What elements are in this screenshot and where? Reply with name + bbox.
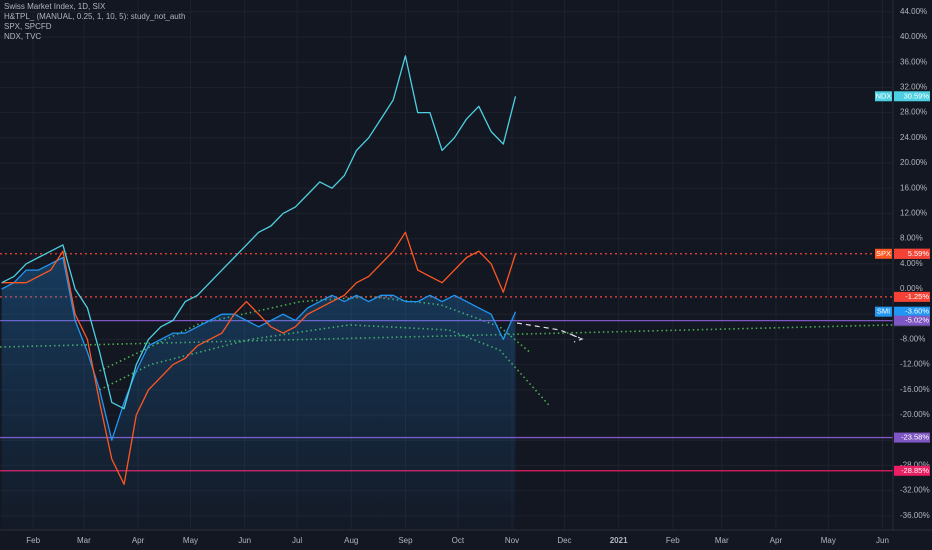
level-tag: -1.25% bbox=[905, 292, 929, 301]
y-tick-label: 20.00% bbox=[900, 158, 927, 167]
x-tick-label: Mar bbox=[77, 536, 91, 545]
level-tag: 5.59% bbox=[908, 249, 930, 258]
y-tick-label: 16.00% bbox=[900, 183, 927, 192]
price-tag: -3.60% bbox=[905, 307, 929, 316]
x-tick-label: May bbox=[821, 536, 836, 545]
level-tag-box bbox=[894, 291, 930, 302]
level-tag: -23.58% bbox=[901, 433, 929, 442]
price-tags: SMI-3.60%04:14:38SPX5.59%NDX30.59%5.59%-… bbox=[875, 91, 930, 476]
series-line bbox=[1, 231, 517, 485]
x-tick-label: Mar bbox=[715, 536, 729, 545]
y-tick-label: 28.00% bbox=[900, 108, 927, 117]
level-tag: -5.02% bbox=[905, 316, 929, 325]
name-tag-box bbox=[875, 248, 892, 259]
y-tick-label: 36.00% bbox=[900, 57, 927, 66]
x-tick-label: Jul bbox=[292, 536, 302, 545]
x-tick-label: Apr bbox=[132, 536, 145, 545]
level-tag-box bbox=[894, 432, 930, 443]
series-area bbox=[1, 257, 516, 530]
x-tick-label: Jun bbox=[876, 536, 889, 545]
x-tick-label: Apr bbox=[770, 536, 783, 545]
y-tick-label: -8.00% bbox=[900, 335, 925, 344]
axes: 44.00% 40.00% 36.00% 32.00% 28.00% 24.00% 20.0… bbox=[26, 7, 929, 545]
x-tick-label: Aug bbox=[344, 536, 358, 545]
level-tag-box bbox=[894, 248, 930, 259]
x-tick-label: Feb bbox=[26, 536, 40, 545]
legend-line: NDX, TVC bbox=[4, 32, 41, 41]
legend-line: H&TPL_ (MANUAL, 0.25, 1, 10, 5): study_n… bbox=[4, 12, 185, 21]
y-tick-label: 40.00% bbox=[900, 32, 927, 41]
level-tag-box bbox=[894, 315, 930, 326]
x-tick-label: Nov bbox=[505, 536, 519, 545]
y-tick-label: -20.00% bbox=[900, 410, 930, 419]
y-tick-label: -12.00% bbox=[900, 360, 930, 369]
y-tick-label: 0.00% bbox=[900, 284, 923, 293]
level-tag: -28.85% bbox=[901, 466, 929, 475]
y-tick-label: -28.00% bbox=[900, 461, 930, 470]
x-tick-label: Dec bbox=[557, 536, 571, 545]
y-tick-label: -36.00% bbox=[900, 511, 930, 520]
x-tick-label: Sep bbox=[398, 536, 413, 545]
x-tick-label: Jun bbox=[238, 536, 251, 545]
x-tick-label: May bbox=[183, 536, 198, 545]
y-tick-label: 4.00% bbox=[900, 259, 923, 268]
y-tick-label: 32.00% bbox=[900, 82, 927, 91]
y-tick-label: 44.00% bbox=[900, 7, 927, 16]
x-tick-label: Oct bbox=[452, 536, 465, 545]
series-line bbox=[1, 256, 517, 441]
x-tick-label: 2021 bbox=[610, 536, 628, 545]
price-tag: 30.59% bbox=[904, 91, 930, 100]
name-tag-box bbox=[875, 91, 892, 102]
projection-arrow bbox=[516, 322, 584, 343]
y-tick-label: -16.00% bbox=[900, 385, 930, 394]
chart-title: Swiss Market Index, 1D, SIX bbox=[4, 2, 106, 11]
y-tick-label: 24.00% bbox=[900, 133, 927, 142]
plot bbox=[0, 55, 894, 530]
name-tag: NDX bbox=[876, 91, 892, 100]
name-tag: SPX bbox=[876, 249, 891, 258]
series-line bbox=[1, 55, 517, 410]
y-tick-label: 12.00% bbox=[900, 209, 927, 218]
level-tag-box bbox=[894, 465, 930, 476]
name-tag-box bbox=[875, 306, 892, 317]
y-tick-label: -32.00% bbox=[900, 486, 930, 495]
price-tag-box bbox=[894, 91, 930, 102]
legend-line: SPX, SPCFD bbox=[4, 22, 52, 31]
x-tick-label: Feb bbox=[666, 536, 680, 545]
y-tick-label: 8.00% bbox=[900, 234, 923, 243]
price-tag-box bbox=[894, 306, 930, 317]
name-tag: SMI bbox=[877, 307, 890, 316]
